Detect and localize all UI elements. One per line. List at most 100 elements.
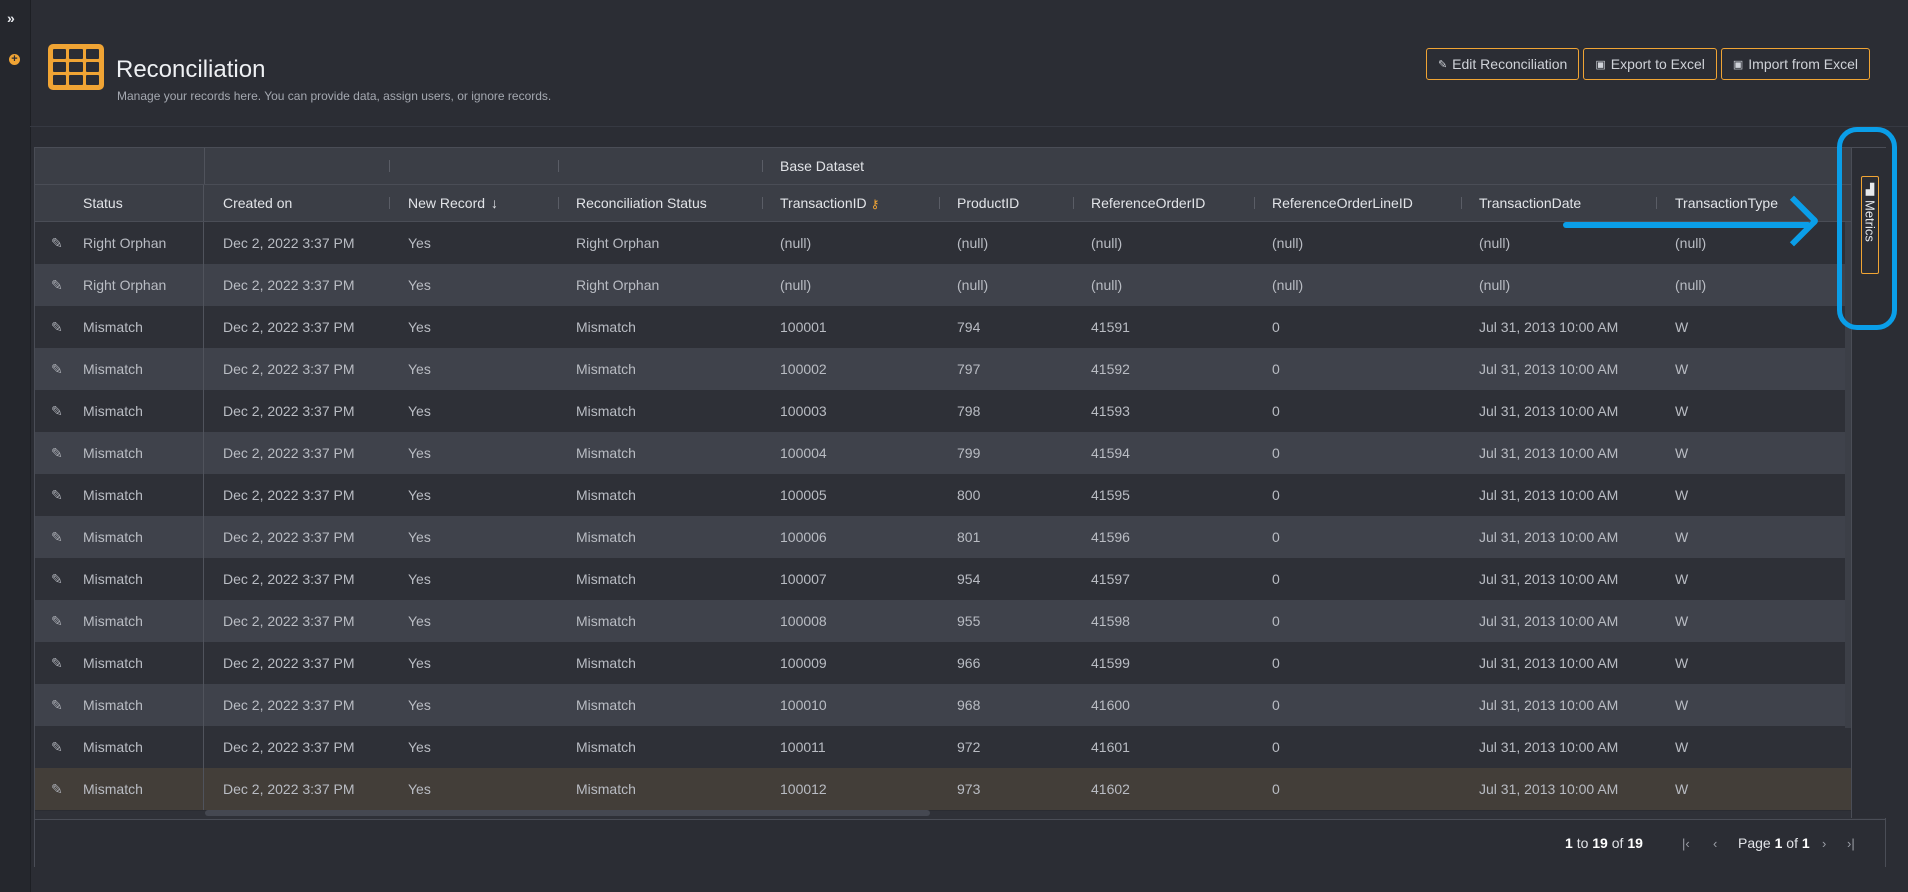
column-resize-handle[interactable] [389, 197, 390, 209]
column-header-new-record[interactable]: New Record ↓ [408, 195, 499, 211]
vertical-scrollbar[interactable] [1845, 222, 1851, 728]
cell-reference-order-id: (null) [1091, 277, 1123, 293]
table-row[interactable]: ✎ Mismatch Dec 2, 2022 3:37 PM Yes Mismatch 1… [35, 600, 1851, 643]
edit-row-icon[interactable]: ✎ [51, 445, 63, 461]
column-resize-handle[interactable] [1073, 197, 1074, 209]
table-row[interactable]: ✎ Mismatch Dec 2, 2022 3:37 PM Yes Mismatch 1… [35, 474, 1851, 517]
table-row[interactable]: ✎ Right Orphan Dec 2, 2022 3:37 PM Yes Right… [35, 222, 1851, 265]
cell-transaction-type: W [1675, 739, 1689, 755]
chevrons-right-icon[interactable]: » [7, 10, 15, 26]
edit-icon: ✎ [1437, 58, 1448, 71]
column-header-created-on[interactable]: Created on [223, 195, 293, 211]
first-page-icon[interactable]: |‹ [1682, 836, 1690, 851]
table-row[interactable]: ✎ Mismatch Dec 2, 2022 3:37 PM Yes Mismatch 1… [35, 558, 1851, 601]
column-resize-handle[interactable] [939, 197, 940, 209]
column-resize-handle[interactable] [1656, 197, 1657, 209]
cell-recon-status: Mismatch [576, 613, 636, 629]
column-resize-handle[interactable] [558, 197, 559, 209]
cell-reference-order-id: (null) [1091, 235, 1123, 251]
cell-product-id: 801 [957, 529, 981, 545]
edit-reconciliation-button[interactable]: ✎ Edit Reconciliation [1425, 48, 1580, 80]
plus-circle-icon[interactable]: + [9, 54, 20, 65]
last-page-icon[interactable]: ›| [1847, 836, 1855, 851]
cell-reference-order-line-id: 0 [1272, 529, 1280, 545]
excel-icon: ▣ [1595, 58, 1606, 71]
horizontal-scrollbar[interactable] [205, 810, 930, 816]
column-header-reference-order-line-id[interactable]: ReferenceOrderLineID [1272, 195, 1413, 211]
table-row[interactable]: ✎ Mismatch Dec 2, 2022 3:37 PM Yes Mismatch 1… [35, 348, 1851, 391]
column-header-transaction-date[interactable]: TransactionDate [1479, 195, 1582, 211]
column-header-transaction-id[interactable]: TransactionID ⚷ [780, 195, 880, 211]
cell-transaction-id: 100001 [780, 319, 827, 335]
cell-reference-order-id: 41595 [1091, 487, 1130, 503]
column-header-transaction-type[interactable]: TransactionType [1675, 195, 1778, 211]
table-row[interactable]: ✎ Mismatch Dec 2, 2022 3:37 PM Yes Mismatch 1… [35, 642, 1851, 685]
cell-transaction-id: 100010 [780, 697, 827, 713]
cell-new-record: Yes [408, 697, 431, 713]
column-header-reconciliation-status[interactable]: Reconciliation Status [576, 195, 707, 211]
export-to-excel-button[interactable]: ▣ Export to Excel [1583, 48, 1717, 80]
edit-row-icon[interactable]: ✎ [51, 319, 63, 335]
pinned-divider [203, 642, 204, 684]
edit-row-icon[interactable]: ✎ [51, 613, 63, 629]
edit-row-icon[interactable]: ✎ [51, 739, 63, 755]
cell-product-id: 966 [957, 655, 981, 671]
cell-created-on: Dec 2, 2022 3:37 PM [223, 235, 355, 251]
edit-row-icon[interactable]: ✎ [51, 781, 63, 797]
chart-icon: ▟ [1865, 184, 1875, 196]
edit-row-icon[interactable]: ✎ [51, 697, 63, 713]
chevron-left-icon[interactable]: ‹ [1713, 836, 1718, 851]
cell-recon-status: Mismatch [576, 361, 636, 377]
cell-transaction-date: Jul 31, 2013 10:00 AM [1479, 403, 1619, 419]
chevron-right-icon[interactable]: › [1822, 836, 1827, 851]
table-row[interactable]: ✎ Mismatch Dec 2, 2022 3:37 PM Yes Mismatch 1… [35, 432, 1851, 475]
pinned-divider [203, 600, 204, 642]
cell-status: Mismatch [83, 571, 143, 587]
edit-row-icon[interactable]: ✎ [51, 277, 63, 293]
cell-transaction-id: (null) [780, 235, 812, 251]
cell-reference-order-line-id: 0 [1272, 403, 1280, 419]
column-header-product-id[interactable]: ProductID [957, 195, 1020, 211]
column-header-reference-order-id[interactable]: ReferenceOrderID [1091, 195, 1206, 211]
import-from-excel-button[interactable]: ▣ Import from Excel [1720, 48, 1870, 80]
table-row[interactable]: ✎ Mismatch Dec 2, 2022 3:37 PM Yes Mismatch 1… [35, 768, 1851, 811]
edit-row-icon[interactable]: ✎ [51, 529, 63, 545]
cell-created-on: Dec 2, 2022 3:37 PM [223, 739, 355, 755]
edit-row-icon[interactable]: ✎ [51, 487, 63, 503]
table-row[interactable]: ✎ Mismatch Dec 2, 2022 3:37 PM Yes Mismatch 1… [35, 390, 1851, 433]
cell-status: Mismatch [83, 487, 143, 503]
table-row[interactable]: ✎ Mismatch Dec 2, 2022 3:37 PM Yes Mismatch 1… [35, 516, 1851, 559]
table-row[interactable]: ✎ Mismatch Dec 2, 2022 3:37 PM Yes Mismatch 1… [35, 684, 1851, 727]
cell-reference-order-line-id: 0 [1272, 571, 1280, 587]
cell-new-record: Yes [408, 319, 431, 335]
table-row[interactable]: ✎ Right Orphan Dec 2, 2022 3:37 PM Yes Right… [35, 264, 1851, 307]
metrics-tab[interactable]: ▟ Metrics [1861, 176, 1879, 274]
edit-row-icon[interactable]: ✎ [51, 571, 63, 587]
cell-reference-order-line-id: 0 [1272, 655, 1280, 671]
cell-transaction-date: Jul 31, 2013 10:00 AM [1479, 781, 1619, 797]
cell-created-on: Dec 2, 2022 3:37 PM [223, 613, 355, 629]
cell-transaction-id: 100011 [780, 739, 826, 755]
edit-row-icon[interactable]: ✎ [51, 361, 63, 377]
column-resize-handle[interactable] [1461, 197, 1462, 209]
edit-row-icon[interactable]: ✎ [51, 655, 63, 671]
cell-new-record: Yes [408, 781, 431, 797]
column-header-row: Status Created on New Record ↓ Reconcilia… [35, 185, 1851, 222]
column-header-status[interactable]: Status [83, 195, 123, 211]
table-row[interactable]: ✎ Mismatch Dec 2, 2022 3:37 PM Yes Mismatch 1… [35, 306, 1851, 349]
column-resize-handle[interactable] [762, 197, 763, 209]
cell-new-record: Yes [408, 739, 431, 755]
cell-transaction-type: W [1675, 445, 1689, 461]
table-row[interactable]: ✎ Mismatch Dec 2, 2022 3:37 PM Yes Mismatch 1… [35, 726, 1851, 769]
column-resize-handle[interactable] [1254, 197, 1255, 209]
cell-reference-order-line-id: 0 [1272, 781, 1280, 797]
edit-row-icon[interactable]: ✎ [51, 235, 63, 251]
cell-new-record: Yes [408, 571, 431, 587]
cell-status: Right Orphan [83, 235, 167, 251]
cell-status: Mismatch [83, 319, 143, 335]
edit-row-icon[interactable]: ✎ [51, 403, 63, 419]
cell-transaction-type: W [1675, 403, 1689, 419]
cell-transaction-type: (null) [1675, 235, 1707, 251]
cell-transaction-id: 100012 [780, 781, 827, 797]
pinned-divider [203, 768, 204, 810]
